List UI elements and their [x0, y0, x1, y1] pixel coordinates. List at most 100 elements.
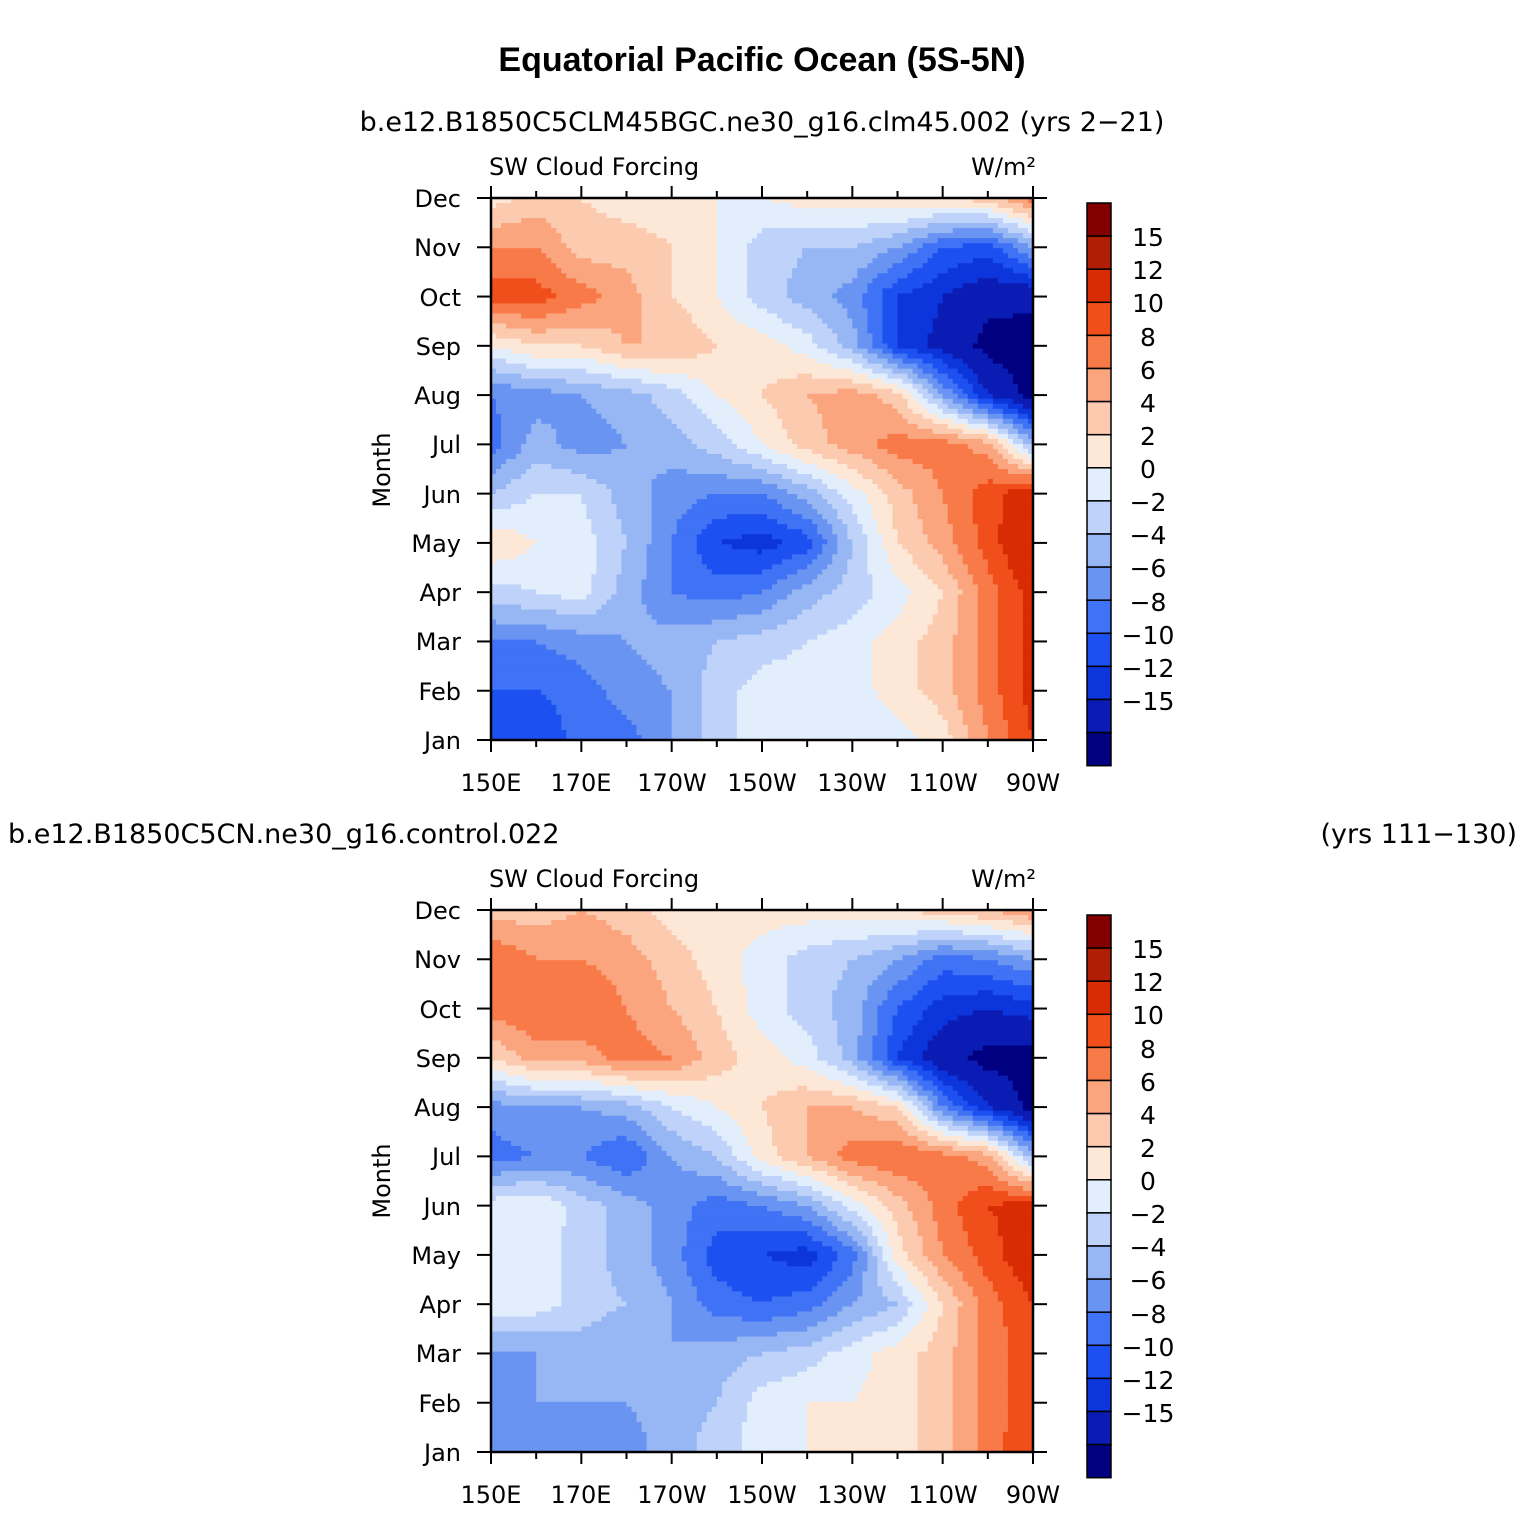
contour-cell — [782, 474, 813, 480]
contour-cell — [902, 1286, 919, 1293]
contour-cell — [561, 714, 628, 721]
contour-cell — [531, 494, 582, 500]
contour-cell — [827, 323, 853, 330]
contour-cell — [882, 338, 899, 345]
contour-cell — [967, 418, 989, 425]
contour-cell — [977, 1336, 1009, 1343]
contour-cell — [1007, 1140, 1019, 1147]
contour-cell — [762, 609, 803, 616]
contour-cell — [892, 1216, 914, 1222]
contour-cell — [952, 228, 994, 234]
contour-cell — [641, 1421, 703, 1428]
contour-cell — [907, 403, 924, 410]
contour-cell — [741, 413, 778, 420]
contour-cell — [897, 338, 929, 345]
colorbar-swatch — [1086, 731, 1112, 767]
contour-cell — [812, 1306, 843, 1313]
contour-cell — [962, 1221, 999, 1227]
contour-cell — [817, 1281, 843, 1287]
contour-cell — [897, 323, 934, 330]
contour-cell — [812, 1286, 838, 1293]
contour-cell — [491, 509, 587, 515]
colorbar-swatch — [1086, 1145, 1112, 1181]
contour-cell — [877, 1020, 894, 1027]
contour-cell — [957, 584, 979, 591]
contour-cell — [686, 308, 728, 315]
contour-cell — [716, 343, 788, 350]
contour-cell — [591, 203, 718, 209]
contour-cell — [491, 388, 552, 395]
contour-cell — [501, 463, 532, 470]
contour-cell — [887, 1055, 899, 1062]
contour-cell — [681, 303, 723, 310]
y-tick-label: Jan — [422, 1439, 461, 1467]
contour-cell — [932, 1105, 949, 1112]
contour-cell — [726, 1281, 818, 1287]
contour-cell — [511, 479, 597, 485]
contour-cell — [947, 724, 969, 731]
contour-cell — [992, 208, 1014, 214]
contour-cell — [671, 283, 718, 289]
contour-cell — [586, 910, 653, 916]
contour-cell — [812, 1206, 828, 1212]
contour-cell — [937, 584, 959, 591]
contour-cell — [491, 1226, 562, 1232]
contour-cell — [591, 529, 623, 535]
contour-cell — [822, 1201, 843, 1207]
contour-cell — [611, 980, 663, 986]
contour-cell — [491, 238, 562, 244]
contour-cell — [671, 729, 703, 736]
contour-cell — [882, 534, 899, 540]
contour-cell — [842, 1191, 868, 1197]
contour-cell — [917, 1386, 954, 1393]
contour-cell — [491, 664, 582, 671]
contour-cell — [731, 1045, 778, 1052]
contour-cell — [997, 534, 1034, 540]
contour-cell — [997, 238, 1019, 244]
contour-cell — [1022, 699, 1034, 706]
contour-cell — [912, 1060, 934, 1067]
contour-cell — [862, 298, 884, 304]
contour-cell — [1002, 519, 1034, 525]
contour-cell — [877, 689, 924, 696]
contour-cell — [491, 1211, 567, 1217]
contour-cell — [741, 950, 798, 956]
contour-cell — [1007, 1191, 1034, 1197]
contour-cell — [962, 719, 984, 726]
contour-cell — [701, 674, 753, 681]
contour-cell — [711, 1311, 798, 1318]
contour-cell — [867, 1266, 879, 1272]
contour-cell — [807, 1416, 919, 1423]
contour-cell — [892, 368, 914, 375]
contour-cell — [491, 579, 592, 586]
contour-cell — [491, 333, 497, 340]
contour-cell — [496, 559, 597, 565]
contour-cell — [1007, 564, 1034, 570]
contour-cell — [902, 1085, 914, 1092]
contour-cell — [551, 699, 613, 706]
contour-cell — [817, 1050, 843, 1057]
contour-cell — [987, 408, 1004, 415]
contour-cell — [636, 1411, 708, 1418]
contour-cell — [491, 910, 577, 916]
contour-cell — [711, 990, 748, 996]
contour-cell — [1017, 448, 1029, 455]
contour-cell — [606, 1221, 653, 1227]
contour-cell — [967, 734, 989, 741]
contour-cell — [767, 333, 813, 340]
contour-cell — [1017, 1090, 1034, 1097]
contour-cell — [491, 268, 562, 274]
contour-cell — [977, 278, 999, 284]
contour-cell — [772, 458, 803, 465]
contour-cell — [902, 719, 949, 726]
panel-1: b.e12.B1850C5CLM45BGC.ne30_g16.clm45.002… — [360, 107, 1175, 797]
contour-cell — [837, 1040, 858, 1047]
contour-cell — [967, 1155, 994, 1162]
contour-cell — [967, 1055, 1034, 1062]
contour-cell — [872, 950, 919, 956]
contour-cell — [551, 223, 638, 229]
contour-cell — [506, 1090, 613, 1097]
contour-cell — [1027, 1291, 1034, 1298]
contour-cell — [1017, 1276, 1034, 1282]
contour-cell — [897, 293, 944, 299]
